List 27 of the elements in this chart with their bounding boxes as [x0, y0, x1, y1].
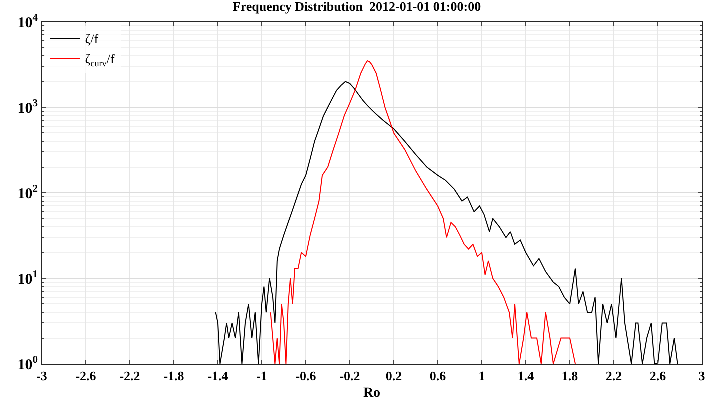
x-tick-label: 1.8: [562, 368, 579, 384]
x-tick-label: 0.2: [386, 368, 402, 384]
x-tick-label: 1: [478, 368, 486, 384]
x-tick-label: -0.6: [296, 368, 317, 384]
y-tick-label: 10$^{0}$: [18, 354, 38, 374]
x-tick-label: 2.2: [606, 368, 622, 384]
x-tick-label: -2.2: [120, 368, 140, 384]
x-tick-label: -3: [36, 368, 48, 384]
line-series: [215, 81, 678, 364]
y-tick-label: 10$^{4}$: [18, 12, 39, 32]
x-tick-label: -2.6: [76, 368, 97, 384]
chart-title: Frequency Distribution 2012-01-01 01:00:00: [232, 0, 482, 14]
x-tick-label: 3: [698, 368, 706, 384]
y-tick-label: 10$^{3}$: [18, 98, 38, 117]
x-tick-label: 2.6: [650, 368, 667, 384]
x-tick-label: 0.6: [430, 368, 447, 384]
x-tick-label: -1: [256, 368, 268, 384]
legend-label: ζ$_{curv}$/f: [85, 52, 116, 68]
x-tick-label: 1.4: [518, 368, 535, 384]
x-tick-label: -1.4: [208, 368, 229, 384]
x-axis-title: Ro: [363, 386, 381, 401]
legend-label: ζ/f: [85, 32, 100, 47]
y-tick-label: 10$^{2}$: [18, 184, 38, 202]
x-tick-label: -0.2: [340, 368, 360, 384]
x-tick-label: -1.8: [164, 368, 185, 384]
y-tick-label: 10$^{1}$: [18, 269, 38, 288]
line-series: [270, 60, 576, 364]
